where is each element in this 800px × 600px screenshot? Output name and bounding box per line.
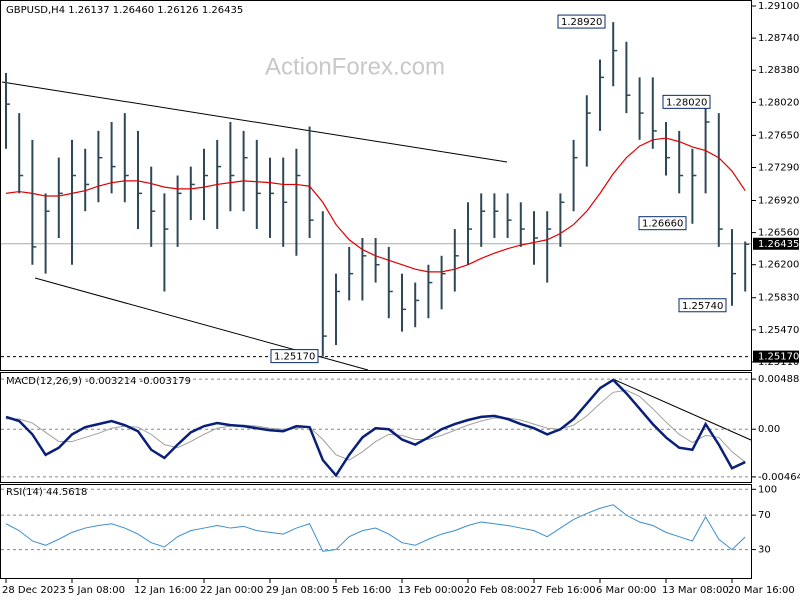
annotation-box bbox=[557, 14, 606, 29]
annotation-box bbox=[662, 94, 711, 109]
trend-line bbox=[1, 81, 508, 163]
y-tick-label: 70 bbox=[758, 510, 771, 521]
x-tick-label: 28 Dec 2023 bbox=[2, 585, 66, 596]
annotation-box bbox=[678, 298, 727, 313]
y-tick-label: 1.26920 bbox=[758, 195, 799, 206]
price-tag bbox=[753, 237, 799, 250]
y-tick-label: 1.28020 bbox=[758, 97, 799, 108]
x-tick-label: 29 Jan 08:00 bbox=[266, 585, 329, 596]
annotation-label: 1.28920 bbox=[561, 17, 602, 28]
rsi-pane bbox=[0, 484, 752, 579]
y-tick-label: 1.26560 bbox=[758, 228, 799, 239]
y-tick-label: 100 bbox=[758, 484, 777, 495]
x-tick-label: 22 Jan 00:00 bbox=[200, 585, 263, 596]
x-tick-label: 27 Feb 16:00 bbox=[530, 585, 596, 596]
annotation-label: 1.28020 bbox=[666, 97, 707, 108]
rsi-line bbox=[5, 504, 746, 552]
x-tick-label: 5 Jan 08:00 bbox=[68, 585, 125, 596]
macd-title: MACD(12,26,9) -0.003214 -0.003179 bbox=[6, 376, 191, 387]
price-pane bbox=[0, 0, 752, 371]
price-title: GBPUSD,H4 1.26137 1.26460 1.26126 1.2643… bbox=[6, 5, 243, 16]
y-tick-label: 1.27290 bbox=[758, 162, 799, 173]
trend-line bbox=[614, 379, 752, 441]
annotation-box bbox=[638, 216, 687, 231]
x-tick-label: 13 Feb 00:00 bbox=[398, 585, 464, 596]
annotation-label: 1.25170 bbox=[274, 352, 315, 363]
y-tick-label: 1.29100 bbox=[758, 1, 799, 12]
moving-average bbox=[5, 137, 746, 273]
y-tick-label: 30 bbox=[758, 545, 771, 556]
annotation-label: 1.26660 bbox=[642, 219, 683, 230]
price-tag-label: 1.26435 bbox=[758, 239, 799, 250]
y-tick-label: 0.004884 bbox=[758, 374, 800, 385]
y-tick-label: 1.28380 bbox=[758, 65, 799, 76]
y-tick-label: 1.25470 bbox=[758, 325, 799, 336]
price-tag-label: 1.25170 bbox=[758, 352, 799, 363]
macd-line bbox=[5, 378, 746, 478]
y-tick-label: 1.26200 bbox=[758, 260, 799, 271]
rsi-title: RSI(14) 44.5618 bbox=[6, 487, 87, 498]
x-tick-label: 6 Mar 00:00 bbox=[596, 585, 656, 596]
watermark: ActionForex.com bbox=[265, 53, 445, 80]
x-tick-label: 5 Feb 16:00 bbox=[332, 585, 391, 596]
x-tick-label: 20 Mar 16:00 bbox=[728, 585, 795, 596]
x-tick-label: 13 Mar 08:00 bbox=[662, 585, 729, 596]
macd-pane bbox=[0, 372, 752, 483]
y-tick-label: 1.25830 bbox=[758, 293, 799, 304]
y-tick-label: -0.004645 bbox=[758, 472, 800, 483]
price-tag bbox=[753, 350, 799, 363]
x-tick-label: 12 Jan 16:00 bbox=[134, 585, 197, 596]
x-tick-label: 20 Feb 08:00 bbox=[464, 585, 530, 596]
y-tick-label: 1.27650 bbox=[758, 130, 799, 141]
annotation-box bbox=[270, 349, 319, 364]
y-tick-label: 0.00 bbox=[758, 424, 780, 435]
y-tick-label: 1.28740 bbox=[758, 33, 799, 44]
annotation-label: 1.25740 bbox=[682, 301, 723, 312]
